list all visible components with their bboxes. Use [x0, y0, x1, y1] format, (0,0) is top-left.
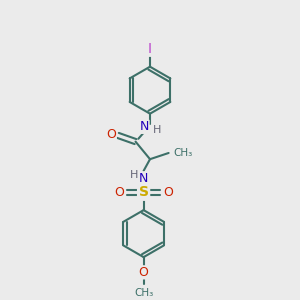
Text: CH₃: CH₃	[134, 288, 153, 298]
Text: H: H	[130, 169, 138, 180]
Text: N: N	[139, 172, 148, 185]
Text: O: O	[163, 186, 173, 199]
Text: CH₃: CH₃	[173, 148, 193, 158]
Text: O: O	[114, 186, 124, 199]
Text: H: H	[152, 125, 161, 135]
Text: O: O	[106, 128, 116, 141]
Text: S: S	[139, 185, 148, 199]
Text: N: N	[140, 120, 149, 133]
Text: O: O	[139, 266, 148, 279]
Text: I: I	[148, 42, 152, 56]
